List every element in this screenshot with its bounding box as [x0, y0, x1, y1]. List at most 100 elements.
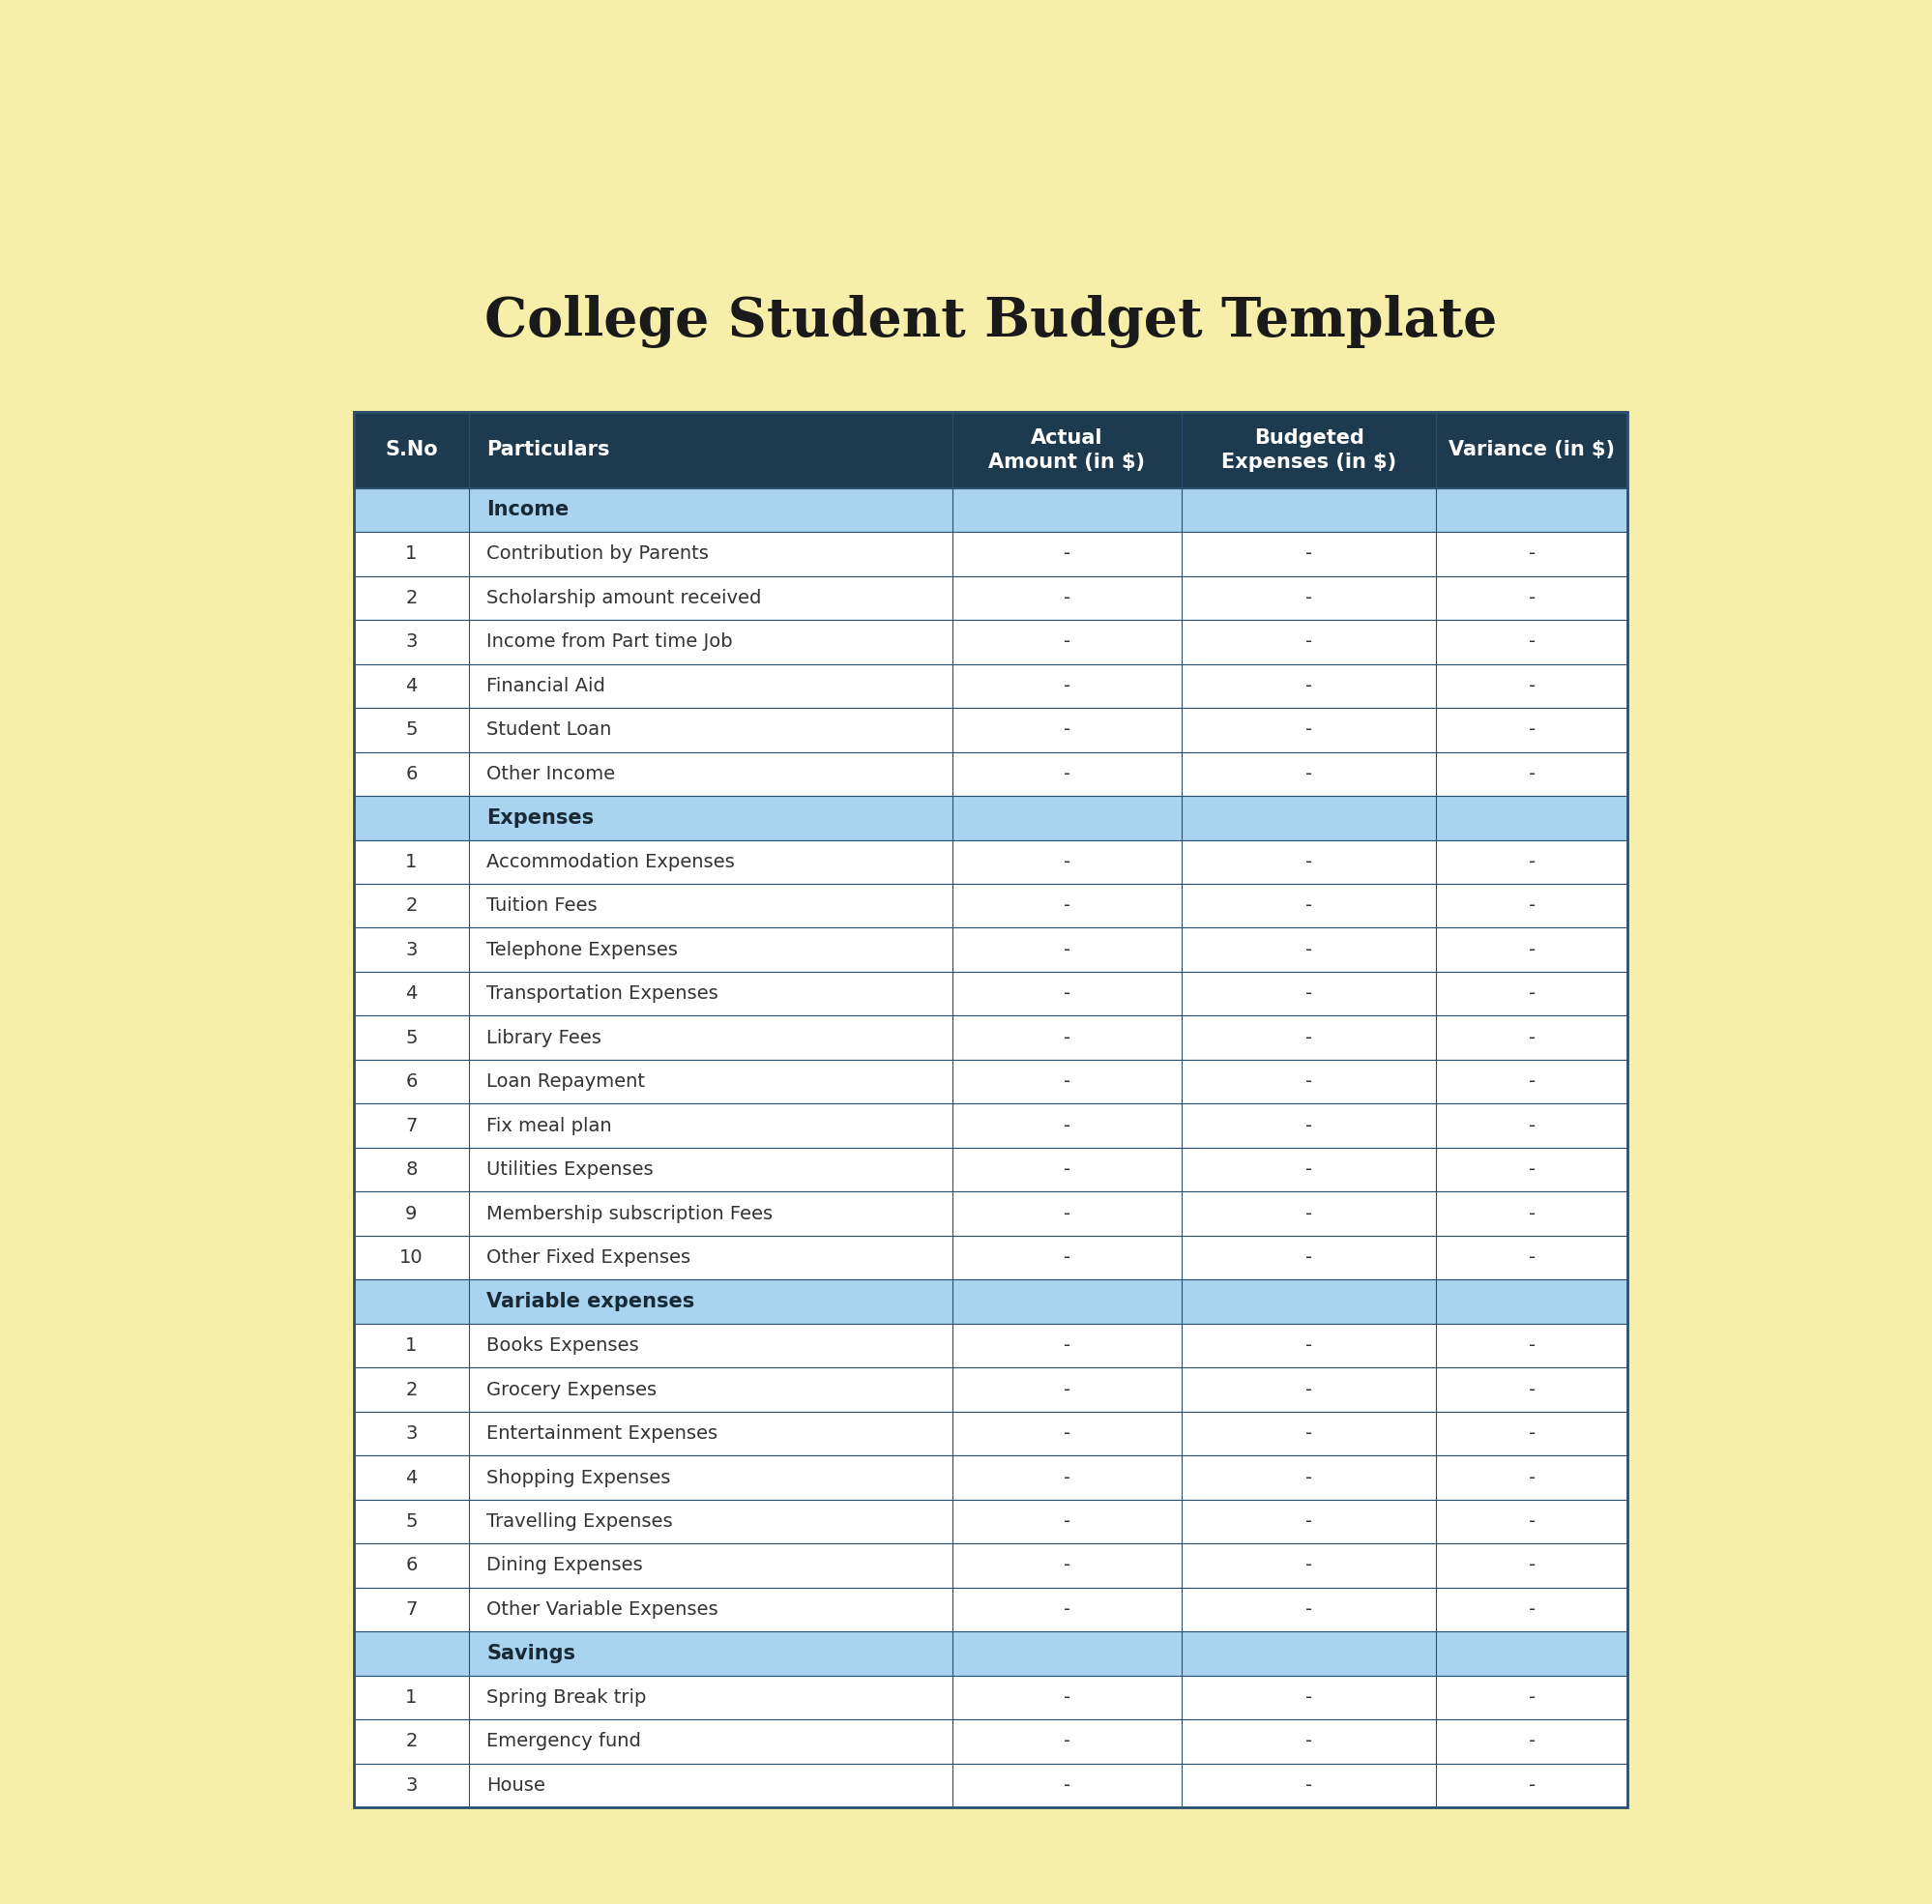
Text: Other Fixed Expenses: Other Fixed Expenses	[487, 1249, 690, 1266]
Text: -: -	[1304, 1733, 1312, 1750]
Text: -: -	[1528, 1116, 1534, 1135]
Text: Books Expenses: Books Expenses	[487, 1337, 639, 1356]
Text: -: -	[1304, 1116, 1312, 1135]
Text: Spring Break trip: Spring Break trip	[487, 1689, 645, 1706]
Text: 9: 9	[406, 1205, 417, 1222]
Text: Budgeted
Expenses (in $): Budgeted Expenses (in $)	[1221, 428, 1395, 472]
Text: -: -	[1528, 984, 1534, 1003]
Text: 8: 8	[406, 1161, 417, 1179]
Text: Financial Aid: Financial Aid	[487, 676, 605, 695]
Text: -: -	[1063, 897, 1070, 916]
FancyBboxPatch shape	[354, 1411, 1627, 1455]
Text: 2: 2	[406, 897, 417, 916]
Text: Fix meal plan: Fix meal plan	[487, 1116, 612, 1135]
Text: Income: Income	[487, 501, 568, 520]
Text: -: -	[1304, 1689, 1312, 1706]
Text: -: -	[1063, 1337, 1070, 1356]
Text: -: -	[1304, 1161, 1312, 1179]
Text: 10: 10	[400, 1249, 423, 1266]
FancyBboxPatch shape	[354, 531, 1627, 575]
FancyBboxPatch shape	[354, 796, 1627, 840]
Text: -: -	[1063, 545, 1070, 564]
Text: -: -	[1304, 1249, 1312, 1266]
Text: -: -	[1063, 1205, 1070, 1222]
Text: Dining Expenses: Dining Expenses	[487, 1556, 643, 1575]
Text: Variable expenses: Variable expenses	[487, 1293, 694, 1312]
Text: -: -	[1063, 1468, 1070, 1487]
Text: -: -	[1528, 676, 1534, 695]
Text: -: -	[1063, 765, 1070, 783]
Text: 3: 3	[406, 1424, 417, 1443]
FancyBboxPatch shape	[354, 1632, 1627, 1676]
Text: -: -	[1528, 1689, 1534, 1706]
FancyBboxPatch shape	[354, 971, 1627, 1015]
Text: 2: 2	[406, 588, 417, 607]
Text: -: -	[1528, 1380, 1534, 1399]
FancyBboxPatch shape	[354, 1500, 1627, 1544]
Text: -: -	[1063, 1072, 1070, 1091]
Text: -: -	[1063, 853, 1070, 870]
Text: -: -	[1063, 1601, 1070, 1618]
Text: 3: 3	[406, 1776, 417, 1795]
Text: -: -	[1304, 676, 1312, 695]
Text: Income from Part time Job: Income from Part time Job	[487, 632, 732, 651]
Text: Shopping Expenses: Shopping Expenses	[487, 1468, 670, 1487]
Text: -: -	[1304, 1028, 1312, 1047]
Text: -: -	[1063, 1161, 1070, 1179]
Text: -: -	[1063, 1028, 1070, 1047]
Text: -: -	[1528, 1249, 1534, 1266]
FancyBboxPatch shape	[354, 1148, 1627, 1192]
Text: S.No: S.No	[384, 440, 437, 459]
Text: -: -	[1528, 1601, 1534, 1618]
Text: -: -	[1528, 588, 1534, 607]
Text: Library Fees: Library Fees	[487, 1028, 601, 1047]
FancyBboxPatch shape	[354, 487, 1627, 531]
Text: -: -	[1063, 1380, 1070, 1399]
FancyBboxPatch shape	[354, 411, 1627, 487]
FancyBboxPatch shape	[354, 1719, 1627, 1763]
FancyBboxPatch shape	[354, 1455, 1627, 1500]
FancyBboxPatch shape	[354, 708, 1627, 752]
Text: Entertainment Expenses: Entertainment Expenses	[487, 1424, 717, 1443]
Text: Variance (in $): Variance (in $)	[1447, 440, 1613, 459]
FancyBboxPatch shape	[354, 621, 1627, 664]
Text: -: -	[1528, 1205, 1534, 1222]
Text: 3: 3	[406, 632, 417, 651]
Text: -: -	[1528, 1512, 1534, 1531]
Text: 6: 6	[406, 765, 417, 783]
Text: -: -	[1304, 1468, 1312, 1487]
Text: -: -	[1063, 1116, 1070, 1135]
Text: Particulars: Particulars	[487, 440, 609, 459]
Text: Telephone Expenses: Telephone Expenses	[487, 941, 678, 960]
Text: 1: 1	[406, 545, 417, 564]
Text: Scholarship amount received: Scholarship amount received	[487, 588, 761, 607]
Text: -: -	[1304, 1512, 1312, 1531]
Text: Savings: Savings	[487, 1643, 576, 1664]
Text: -: -	[1304, 588, 1312, 607]
Text: 2: 2	[406, 1733, 417, 1750]
FancyBboxPatch shape	[354, 883, 1627, 927]
Text: -: -	[1063, 1556, 1070, 1575]
Text: Actual
Amount (in $): Actual Amount (in $)	[989, 428, 1146, 472]
Text: -: -	[1528, 632, 1534, 651]
Text: -: -	[1063, 941, 1070, 960]
Text: 6: 6	[406, 1556, 417, 1575]
FancyBboxPatch shape	[354, 1104, 1627, 1148]
FancyBboxPatch shape	[354, 840, 1627, 883]
Text: 1: 1	[406, 1337, 417, 1356]
Text: Loan Repayment: Loan Repayment	[487, 1072, 645, 1091]
Text: 1: 1	[406, 1689, 417, 1706]
FancyBboxPatch shape	[354, 1236, 1627, 1279]
Text: College Student Budget Template: College Student Budget Template	[485, 295, 1495, 348]
Text: 5: 5	[406, 722, 417, 739]
Text: -: -	[1528, 1468, 1534, 1487]
Text: -: -	[1528, 1337, 1534, 1356]
Text: 5: 5	[406, 1512, 417, 1531]
Text: -: -	[1063, 588, 1070, 607]
Text: Accommodation Expenses: Accommodation Expenses	[487, 853, 734, 870]
FancyBboxPatch shape	[354, 1676, 1627, 1719]
Text: -: -	[1304, 765, 1312, 783]
FancyBboxPatch shape	[354, 575, 1627, 621]
Text: Grocery Expenses: Grocery Expenses	[487, 1380, 657, 1399]
Text: Membership subscription Fees: Membership subscription Fees	[487, 1205, 773, 1222]
